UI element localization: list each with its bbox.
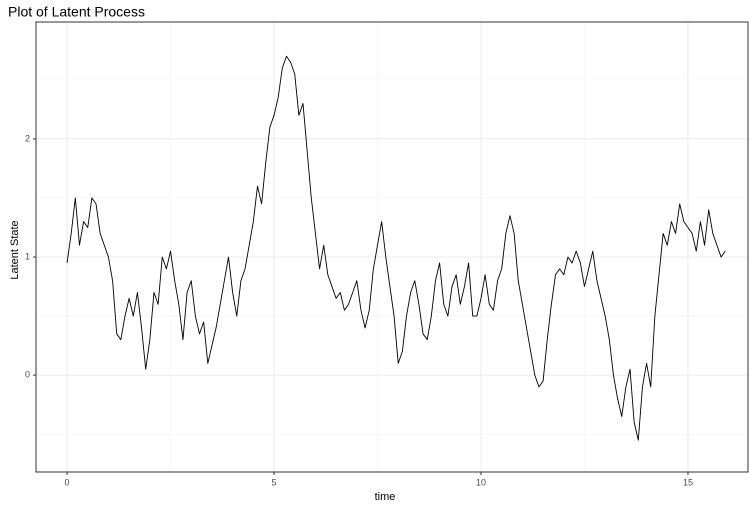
x-axis-label: time bbox=[375, 491, 396, 503]
y-tick-label: 2 bbox=[25, 133, 30, 143]
line bbox=[66, 55, 726, 441]
y-tick-label: 1 bbox=[25, 251, 30, 261]
y-axis-label: Latent State bbox=[9, 220, 21, 279]
x-tick-label: 0 bbox=[65, 477, 70, 487]
y-tick-label: 0 bbox=[25, 370, 30, 380]
x-tick-label: 15 bbox=[683, 477, 693, 487]
x-tick-label: 10 bbox=[476, 477, 486, 487]
chart-title: Plot of Latent Process bbox=[8, 4, 145, 20]
panel-border bbox=[35, 21, 749, 473]
x-tick-label: 5 bbox=[272, 477, 277, 487]
